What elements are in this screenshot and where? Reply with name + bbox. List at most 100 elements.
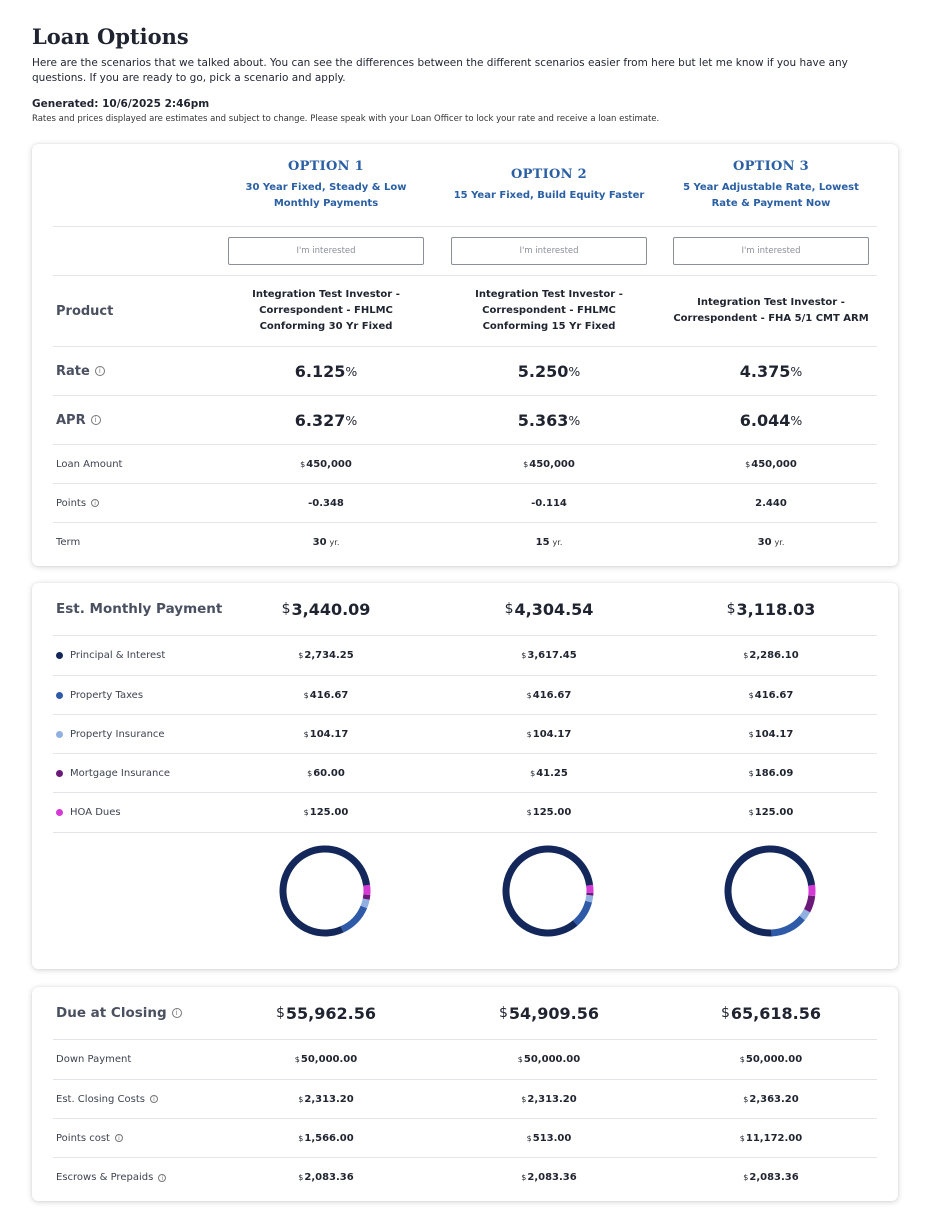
option-3-monthly-payment: $3,118.03	[673, 583, 869, 635]
rate-info-icon[interactable]: i	[94, 366, 105, 376]
hoa-dues-row: HOA Dues $125.00 $125.00 $125.00	[53, 793, 877, 833]
option-1-hoa-dues: $125.00	[228, 793, 424, 832]
option-1-principal-interest: $2,734.25	[228, 636, 424, 675]
term-unit: yr.	[329, 538, 340, 547]
option-1-due-at-closing: $55,962.56	[228, 987, 424, 1039]
option-2-points-cost: $513.00	[451, 1119, 647, 1157]
option-2-property-taxes-value: 416.67	[532, 689, 572, 701]
monthly-payment-card: Est. Monthly Payment $3,440.09 $4,304.54…	[32, 583, 898, 969]
option-1-hoa-dues-value: 125.00	[309, 807, 349, 818]
option-3-property-insurance: $104.17	[673, 715, 869, 753]
option-3-payment-donut-chart	[724, 845, 816, 937]
option-2-mortgage-insurance: $41.25	[451, 754, 647, 792]
donut-slice-mortgage-insurance	[279, 845, 371, 937]
hoa-dues-label: HOA Dues	[56, 793, 121, 832]
points-info-icon[interactable]: i	[91, 499, 100, 507]
due-at-closing-info-icon[interactable]: i	[171, 1008, 182, 1018]
option-2-property-insurance-value: 104.17	[532, 728, 572, 740]
points-cost-info-icon[interactable]: i	[114, 1134, 123, 1142]
option-2-loan-amount-value: 450,000	[529, 458, 575, 470]
property-taxes-label-text: Property Taxes	[70, 689, 144, 701]
escrows-prepaids-label: Escrows & Prepaids i	[56, 1158, 167, 1197]
option-1-due-at-closing-value: 55,962.56	[285, 1003, 376, 1023]
apr-label-text: APR	[56, 412, 86, 428]
due-at-closing-label: Due at Closing i	[56, 987, 182, 1039]
option-3-title: OPTION 3	[732, 158, 810, 174]
property-insurance-dot-icon	[56, 730, 63, 738]
option-2-principal-interest-value: 3,617.45	[527, 650, 577, 661]
page-title: Loan Options	[32, 24, 189, 49]
option-2-monthly-payment: $4,304.54	[451, 583, 647, 635]
donut-slice-principal-interest	[502, 845, 594, 937]
currency-sign: $	[521, 651, 527, 660]
option-1-property-insurance: $104.17	[228, 715, 424, 753]
option-1-principal-interest-value: 2,734.25	[304, 650, 354, 661]
option-3-loan-amount-value: 450,000	[751, 458, 797, 470]
option-1-monthly-payment: $3,440.09	[228, 583, 424, 635]
option-1-property-insurance-value: 104.17	[309, 728, 349, 740]
percent-sign: %	[568, 412, 581, 428]
property-insurance-label: Property Insurance	[56, 715, 165, 753]
option-3-principal-interest: $2,286.10	[673, 636, 869, 675]
principal-interest-dot-icon	[56, 652, 63, 659]
option-2-closing-costs: $2,313.20	[451, 1080, 647, 1118]
option-2-term-value: 15	[535, 537, 550, 548]
option-1-payment-donut-chart	[279, 845, 371, 937]
option-3-rate-value: 4.375	[739, 361, 791, 381]
principal-interest-row: Principal & Interest $2,734.25 $3,617.45…	[53, 636, 877, 676]
property-taxes-dot-icon	[56, 691, 63, 699]
option-2-subtitle: 15 Year Fixed, Build Equity Faster	[453, 189, 645, 201]
currency-sign: $	[298, 1094, 304, 1104]
intro-text: Here are the scenarios that we talked ab…	[32, 57, 848, 84]
closing-costs-row: Est. Closing Costs i $2,313.20 $2,313.20…	[53, 1080, 877, 1119]
option-2-interested-button[interactable]: I'm interested	[451, 237, 647, 265]
escrows-prepaids-row: Escrows & Prepaids i $2,083.36 $2,083.36…	[53, 1158, 877, 1197]
mortgage-insurance-label-text: Mortgage Insurance	[70, 767, 170, 779]
option-1-product: Integration Test Investor - Corresponden…	[252, 289, 400, 332]
option-3-due-at-closing: $65,618.56	[673, 987, 869, 1039]
option-1-header: OPTION 1 30 Year Fixed, Steady & Low Mon…	[228, 144, 424, 226]
option-2-closing-costs-value: 2,313.20	[527, 1093, 577, 1105]
option-2-payment-donut-chart	[502, 845, 594, 937]
currency-sign: $	[498, 1005, 508, 1021]
option-1-escrows-prepaids-value: 2,083.36	[304, 1172, 354, 1183]
apr-info-icon[interactable]: i	[90, 415, 101, 425]
option-3-apr: 6.044%	[673, 396, 869, 444]
option-3-property-taxes: $416.67	[673, 676, 869, 714]
rate-label-text: Rate	[56, 363, 90, 379]
option-3-header: OPTION 3 5 Year Adjustable Rate, Lowest …	[673, 144, 869, 226]
donut-slice-property-taxes	[279, 845, 371, 937]
option-3-loan-amount: $450,000	[673, 445, 869, 483]
option-1-escrows-prepaids: $2,083.36	[228, 1158, 424, 1197]
product-row: Product Integration Test Investor - Corr…	[53, 276, 877, 347]
escrows-prepaids-info-icon[interactable]: i	[158, 1173, 167, 1182]
option-2-mortgage-insurance-value: 41.25	[536, 767, 568, 779]
option-2-down-payment: $50,000.00	[451, 1040, 647, 1079]
option-1-points-cost: $1,566.00	[228, 1119, 424, 1157]
option-2-property-taxes: $416.67	[451, 676, 647, 714]
option-1-mortgage-insurance: $60.00	[228, 754, 424, 792]
option-3-interested-button[interactable]: I'm interested	[673, 237, 869, 265]
option-1-monthly-payment-value: 3,440.09	[291, 599, 371, 619]
principal-interest-label-text: Principal & Interest	[70, 650, 166, 661]
option-1-loan-amount: $450,000	[228, 445, 424, 483]
donut-slice-property-insurance	[724, 845, 816, 937]
percent-sign: %	[790, 412, 803, 428]
currency-sign: $	[720, 1005, 730, 1021]
option-2-points: -0.114	[531, 497, 567, 509]
property-insurance-row: Property Insurance $104.17 $104.17 $104.…	[53, 715, 877, 754]
points-cost-label: Points cost i	[56, 1119, 123, 1157]
option-2-product: Integration Test Investor - Corresponden…	[475, 289, 623, 332]
option-3-monthly-payment-value: 3,118.03	[736, 599, 816, 619]
option-1-apr-value: 6.327	[294, 410, 346, 430]
closing-costs-info-icon[interactable]: i	[149, 1095, 158, 1103]
option-header-row: OPTION 1 30 Year Fixed, Steady & Low Mon…	[53, 144, 877, 227]
option-1-rate: 6.125%	[228, 347, 424, 395]
closing-costs-label: Est. Closing Costs i	[56, 1080, 158, 1118]
currency-sign: $	[745, 459, 751, 469]
option-3-hoa-dues-value: 125.00	[754, 807, 794, 818]
option-3-product: Integration Test Investor - Corresponden…	[673, 297, 869, 324]
option-1-interested-button[interactable]: I'm interested	[228, 237, 424, 265]
currency-sign: $	[526, 690, 532, 700]
option-3-escrows-prepaids: $2,083.36	[673, 1158, 869, 1197]
